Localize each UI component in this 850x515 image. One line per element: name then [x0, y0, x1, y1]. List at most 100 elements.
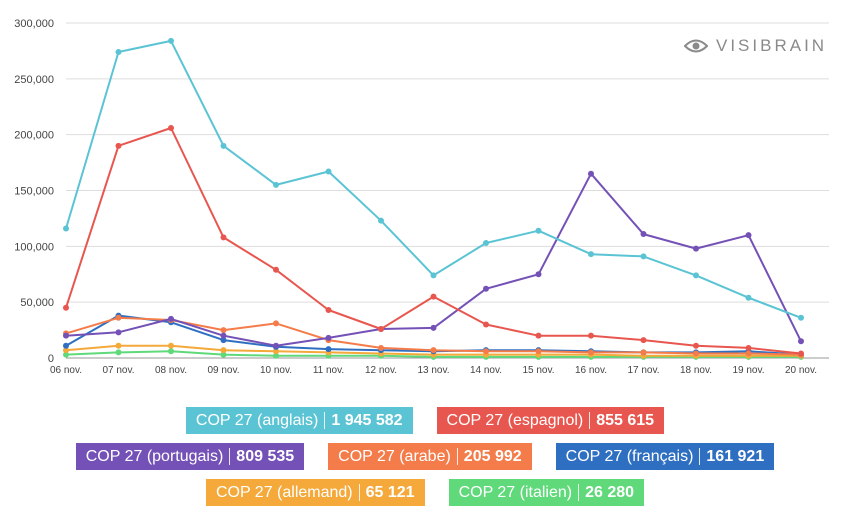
- data-point[interactable]: [745, 232, 752, 239]
- legend-item-italien[interactable]: COP 27 (italien) 26 280: [448, 479, 645, 506]
- data-point[interactable]: [745, 344, 752, 351]
- legend-total: 205 992: [463, 447, 522, 465]
- legend-item-arabe[interactable]: COP 27 (arabe) 205 992: [328, 443, 532, 470]
- data-point[interactable]: [115, 142, 122, 149]
- data-point[interactable]: [588, 170, 594, 177]
- y-tick-label: 300,000: [14, 18, 54, 30]
- legend-item-allemand[interactable]: COP 27 (allemand) 65 121: [205, 479, 425, 506]
- legend-item-portugais[interactable]: COP 27 (portugais) 809 535: [75, 443, 305, 470]
- data-point[interactable]: [273, 181, 279, 188]
- data-point[interactable]: [640, 349, 647, 356]
- x-tick-label: 10 nov.: [260, 365, 292, 376]
- x-tick-label: 14 nov.: [470, 365, 502, 376]
- legend-total: 26 280: [585, 483, 635, 501]
- data-point[interactable]: [168, 124, 174, 131]
- data-point[interactable]: [220, 142, 227, 149]
- data-point[interactable]: [168, 315, 174, 322]
- data-point[interactable]: [115, 329, 122, 336]
- data-point[interactable]: [798, 350, 804, 357]
- data-point[interactable]: [220, 351, 227, 358]
- grid-layer: 0 50,000 100,000 150,000 200,000 250,000 300,0…: [14, 18, 829, 365]
- legend-total: 1 945 582: [331, 411, 403, 429]
- data-point[interactable]: [693, 272, 699, 279]
- data-point[interactable]: [640, 337, 647, 344]
- series-2: [63, 170, 804, 349]
- data-point[interactable]: [220, 234, 227, 241]
- data-point[interactable]: [115, 349, 122, 356]
- data-point[interactable]: [325, 306, 332, 313]
- data-point[interactable]: [535, 332, 542, 339]
- data-point[interactable]: [535, 227, 542, 234]
- data-point[interactable]: [483, 285, 489, 292]
- legend-total: 809 535: [236, 447, 295, 465]
- data-point[interactable]: [325, 168, 332, 175]
- data-point[interactable]: [168, 37, 174, 44]
- data-point[interactable]: [378, 344, 384, 351]
- data-point[interactable]: [430, 272, 437, 279]
- x-tick-label: 19 nov.: [732, 365, 764, 376]
- data-point[interactable]: [640, 253, 647, 260]
- data-point[interactable]: [63, 225, 69, 232]
- data-point[interactable]: [745, 350, 752, 357]
- data-point[interactable]: [220, 332, 227, 339]
- legend-label: COP 27 (portugais): [85, 447, 224, 465]
- data-point[interactable]: [588, 332, 594, 339]
- data-point[interactable]: [798, 338, 804, 345]
- data-point[interactable]: [430, 347, 437, 354]
- legend-item-espagnol[interactable]: COP 27 (espagnol) 855 615: [436, 407, 665, 434]
- data-point[interactable]: [430, 293, 437, 300]
- data-point[interactable]: [220, 327, 227, 334]
- data-point[interactable]: [483, 348, 489, 355]
- data-point[interactable]: [325, 346, 332, 353]
- data-point[interactable]: [63, 347, 69, 354]
- x-tick-label: 16 nov.: [575, 365, 607, 376]
- series-line: [65, 172, 802, 347]
- data-point[interactable]: [378, 325, 384, 332]
- x-tick-label: 15 nov.: [522, 365, 554, 376]
- legend-row: COP 27 (portugais) 809 535 COP 27 (arabe)…: [0, 443, 850, 470]
- data-point[interactable]: [483, 239, 489, 246]
- data-point[interactable]: [220, 337, 227, 344]
- legend-label: COP 27 (allemand): [215, 483, 353, 501]
- data-point[interactable]: [220, 347, 227, 354]
- data-point[interactable]: [63, 351, 69, 358]
- data-point[interactable]: [693, 245, 699, 252]
- data-point[interactable]: [745, 294, 752, 301]
- data-point[interactable]: [168, 342, 174, 349]
- data-point[interactable]: [273, 352, 279, 359]
- data-point[interactable]: [63, 332, 69, 339]
- data-point[interactable]: [588, 251, 594, 258]
- data-point[interactable]: [273, 266, 279, 273]
- data-point[interactable]: [693, 342, 699, 349]
- data-point[interactable]: [273, 342, 279, 349]
- data-point[interactable]: [115, 49, 122, 56]
- data-point[interactable]: [535, 348, 542, 355]
- data-point[interactable]: [273, 348, 279, 355]
- data-point[interactable]: [640, 231, 647, 238]
- y-tick-label: 50,000: [20, 297, 54, 309]
- data-point[interactable]: [63, 342, 69, 349]
- visibrain-logo: VISIBRAIN: [684, 36, 827, 56]
- legend-label: COP 27 (italien): [458, 483, 573, 501]
- data-point[interactable]: [535, 271, 542, 278]
- x-tick-label: 11 nov.: [313, 365, 344, 376]
- data-point[interactable]: [63, 304, 69, 311]
- legend-item-francais[interactable]: COP 27 (français) 161 921: [555, 443, 775, 470]
- legend-item-anglais[interactable]: COP 27 (anglais) 1 945 582: [185, 407, 413, 434]
- y-tick-label: 100,000: [14, 241, 54, 253]
- data-point[interactable]: [693, 350, 699, 357]
- data-point[interactable]: [115, 342, 122, 349]
- data-point[interactable]: [430, 324, 437, 331]
- data-point[interactable]: [273, 320, 279, 327]
- legend-total: 161 921: [706, 447, 765, 465]
- data-point[interactable]: [168, 348, 174, 355]
- data-point[interactable]: [115, 314, 122, 321]
- data-point[interactable]: [325, 334, 332, 341]
- data-point[interactable]: [588, 349, 594, 356]
- y-tick-label: 250,000: [14, 74, 54, 86]
- data-point[interactable]: [798, 314, 804, 321]
- y-tick-label: 150,000: [14, 186, 54, 198]
- legend-total: 855 615: [596, 411, 655, 429]
- data-point[interactable]: [483, 321, 489, 328]
- data-point[interactable]: [378, 217, 384, 224]
